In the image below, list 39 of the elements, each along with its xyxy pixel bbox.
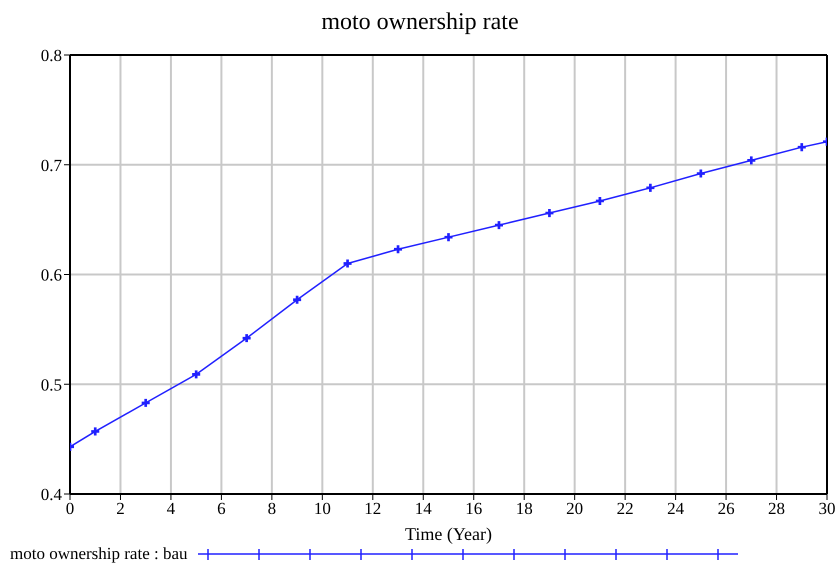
point: [192, 370, 200, 378]
x-tick-label: 0: [66, 499, 74, 518]
y-tick-label: 0.5: [40, 375, 62, 394]
x-tick-label: 8: [268, 499, 276, 518]
y-tick-label: 0.7: [40, 156, 62, 175]
point: [444, 233, 453, 242]
x-tick-label: 10: [314, 499, 331, 518]
point: [696, 170, 705, 178]
point: [798, 143, 806, 152]
point: [394, 245, 402, 254]
x-tick-label: 28: [768, 499, 786, 518]
point: [747, 156, 756, 164]
y-tick-label: 0.4: [40, 485, 62, 504]
legend-label: moto ownership rate : bau: [10, 544, 188, 564]
x-tick-label: 14: [414, 499, 432, 518]
x-tick-label: 20: [566, 499, 584, 518]
point: [91, 427, 100, 436]
x-tick-label: 26: [718, 499, 735, 518]
x-axis-title: Time (Year): [404, 524, 492, 544]
point: [545, 209, 554, 218]
chart-title: moto ownership rate: [320, 8, 520, 37]
x-tick-label: 2: [116, 499, 125, 518]
point: [494, 221, 503, 230]
x-tick-label: 16: [465, 499, 482, 518]
y-tick-label: 0.6: [40, 266, 62, 285]
point: [142, 398, 150, 407]
y-tick-label: 0.8: [40, 46, 62, 66]
point: [293, 296, 302, 304]
point: [242, 334, 251, 342]
x-tick-label: 24: [667, 499, 685, 518]
x-tick-label: 12: [364, 499, 382, 518]
x-tick-label: 6: [217, 499, 226, 518]
x-tick-label: 4: [166, 499, 176, 518]
point: [596, 196, 604, 205]
x-tick-label: 30: [818, 499, 836, 518]
point: [646, 184, 654, 192]
point: [344, 260, 352, 268]
x-tick-label: 22: [616, 499, 634, 518]
x-tick-label: 18: [516, 499, 533, 518]
